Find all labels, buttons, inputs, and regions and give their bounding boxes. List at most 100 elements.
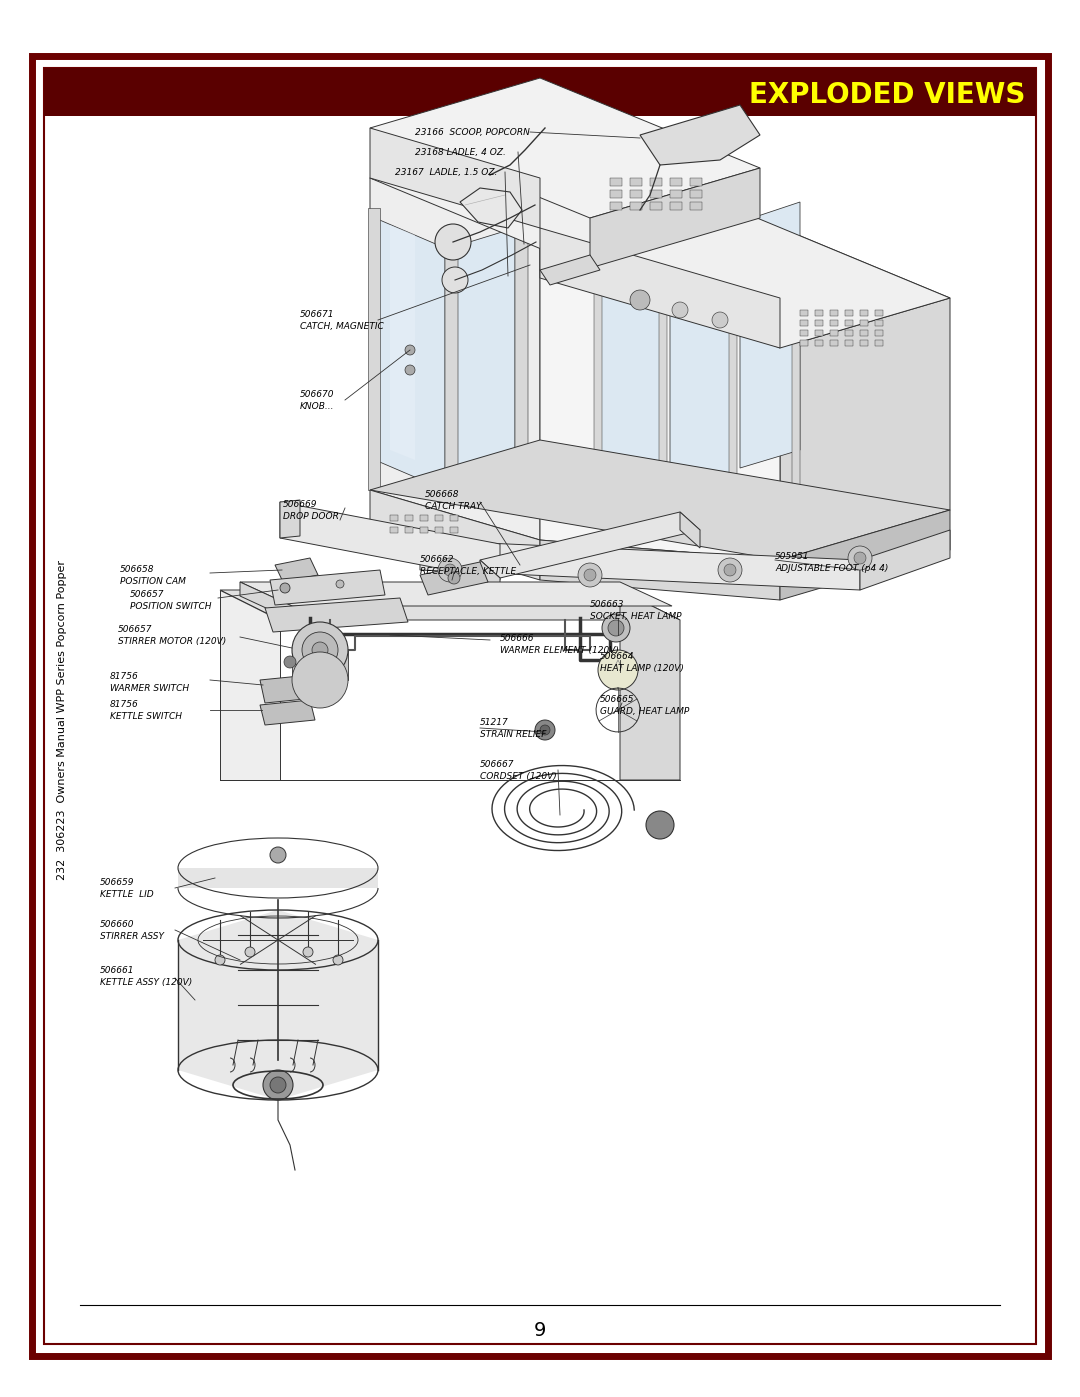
Text: STIRRER MOTOR (120V): STIRRER MOTOR (120V) bbox=[118, 637, 226, 645]
Circle shape bbox=[712, 312, 728, 328]
Bar bbox=[875, 339, 883, 346]
Text: 81756: 81756 bbox=[110, 672, 138, 680]
Bar bbox=[831, 320, 838, 326]
Text: POSITION CAM: POSITION CAM bbox=[120, 577, 186, 585]
Polygon shape bbox=[590, 168, 760, 268]
Polygon shape bbox=[370, 177, 540, 541]
Polygon shape bbox=[780, 298, 950, 560]
Polygon shape bbox=[792, 240, 800, 515]
Text: RECEPTACLE, KETTLE: RECEPTACLE, KETTLE bbox=[420, 567, 516, 576]
Bar bbox=[845, 330, 853, 337]
Text: HEAT LAMP (120V): HEAT LAMP (120V) bbox=[600, 664, 684, 673]
Polygon shape bbox=[220, 590, 680, 620]
Bar bbox=[800, 330, 808, 337]
Polygon shape bbox=[370, 129, 950, 348]
Circle shape bbox=[646, 812, 674, 840]
Bar bbox=[420, 515, 428, 521]
Bar bbox=[690, 190, 702, 198]
Bar bbox=[650, 190, 662, 198]
Polygon shape bbox=[740, 203, 800, 468]
Polygon shape bbox=[515, 222, 528, 465]
Polygon shape bbox=[620, 590, 680, 780]
Polygon shape bbox=[680, 511, 700, 548]
Bar bbox=[435, 527, 443, 534]
Bar bbox=[630, 190, 642, 198]
Text: 23166  SCOOP, POPCORN: 23166 SCOOP, POPCORN bbox=[415, 129, 530, 137]
Circle shape bbox=[215, 956, 225, 965]
Polygon shape bbox=[640, 105, 760, 165]
Bar bbox=[800, 339, 808, 346]
Text: POSITION SWITCH: POSITION SWITCH bbox=[130, 602, 212, 610]
Polygon shape bbox=[275, 557, 318, 583]
Text: 506670: 506670 bbox=[300, 390, 335, 400]
Bar bbox=[650, 177, 662, 186]
Bar bbox=[860, 330, 868, 337]
Polygon shape bbox=[540, 256, 600, 285]
Polygon shape bbox=[445, 244, 458, 488]
Polygon shape bbox=[480, 511, 700, 578]
Circle shape bbox=[280, 583, 291, 592]
Bar bbox=[630, 203, 642, 210]
Polygon shape bbox=[780, 510, 950, 599]
Polygon shape bbox=[292, 650, 348, 680]
Bar bbox=[650, 203, 662, 210]
Text: 506662: 506662 bbox=[420, 555, 455, 564]
Bar bbox=[831, 339, 838, 346]
Text: STIRRER ASSY: STIRRER ASSY bbox=[100, 932, 164, 942]
Polygon shape bbox=[390, 225, 415, 460]
Bar bbox=[800, 320, 808, 326]
Circle shape bbox=[630, 291, 650, 310]
Bar bbox=[845, 310, 853, 316]
Circle shape bbox=[540, 725, 550, 735]
Bar bbox=[450, 527, 458, 534]
Circle shape bbox=[435, 224, 471, 260]
Bar bbox=[450, 515, 458, 521]
Text: KETTLE  LID: KETTLE LID bbox=[100, 890, 153, 900]
Circle shape bbox=[405, 365, 415, 374]
Circle shape bbox=[405, 345, 415, 355]
Bar bbox=[800, 310, 808, 316]
Circle shape bbox=[303, 947, 313, 957]
Text: 506659: 506659 bbox=[100, 877, 135, 887]
Text: 232  306223  Owners Manual WPP Series Popcorn Popper: 232 306223 Owners Manual WPP Series Popc… bbox=[57, 560, 67, 880]
Bar bbox=[875, 320, 883, 326]
Polygon shape bbox=[450, 228, 515, 488]
Text: SOCKET, HEAT LAMP: SOCKET, HEAT LAMP bbox=[590, 612, 681, 622]
Text: 9: 9 bbox=[534, 1320, 546, 1340]
Bar bbox=[690, 203, 702, 210]
Circle shape bbox=[264, 1070, 293, 1099]
Bar bbox=[610, 203, 622, 210]
Circle shape bbox=[336, 580, 345, 588]
Polygon shape bbox=[270, 570, 384, 605]
Text: 81756: 81756 bbox=[110, 700, 138, 710]
Text: KNOB...: KNOB... bbox=[300, 402, 335, 411]
Bar bbox=[875, 310, 883, 316]
Circle shape bbox=[578, 563, 602, 587]
Bar bbox=[815, 330, 823, 337]
Text: CATCH TRAY: CATCH TRAY bbox=[426, 502, 482, 511]
Text: WARMER SWITCH: WARMER SWITCH bbox=[110, 685, 189, 693]
Text: ADJUSTABLE FOOT (p4 4): ADJUSTABLE FOOT (p4 4) bbox=[775, 564, 889, 573]
Polygon shape bbox=[670, 225, 730, 495]
Bar bbox=[405, 527, 413, 534]
Circle shape bbox=[444, 564, 456, 576]
Text: STRAIN RELIEF: STRAIN RELIEF bbox=[480, 731, 546, 739]
Bar bbox=[610, 177, 622, 186]
Text: 506657: 506657 bbox=[118, 624, 152, 634]
Polygon shape bbox=[420, 562, 488, 595]
Circle shape bbox=[292, 622, 348, 678]
Circle shape bbox=[535, 719, 555, 740]
Bar bbox=[670, 203, 681, 210]
Bar bbox=[875, 330, 883, 337]
Bar bbox=[690, 177, 702, 186]
Text: 23167  LADLE, 1.5 OZ.: 23167 LADLE, 1.5 OZ. bbox=[395, 168, 498, 177]
Polygon shape bbox=[265, 598, 408, 631]
Polygon shape bbox=[540, 228, 780, 348]
Bar bbox=[815, 310, 823, 316]
Circle shape bbox=[672, 302, 688, 319]
Bar bbox=[610, 190, 622, 198]
Text: 506671: 506671 bbox=[300, 310, 335, 319]
Polygon shape bbox=[729, 240, 737, 515]
Text: 506661: 506661 bbox=[100, 965, 135, 975]
Circle shape bbox=[442, 267, 468, 293]
